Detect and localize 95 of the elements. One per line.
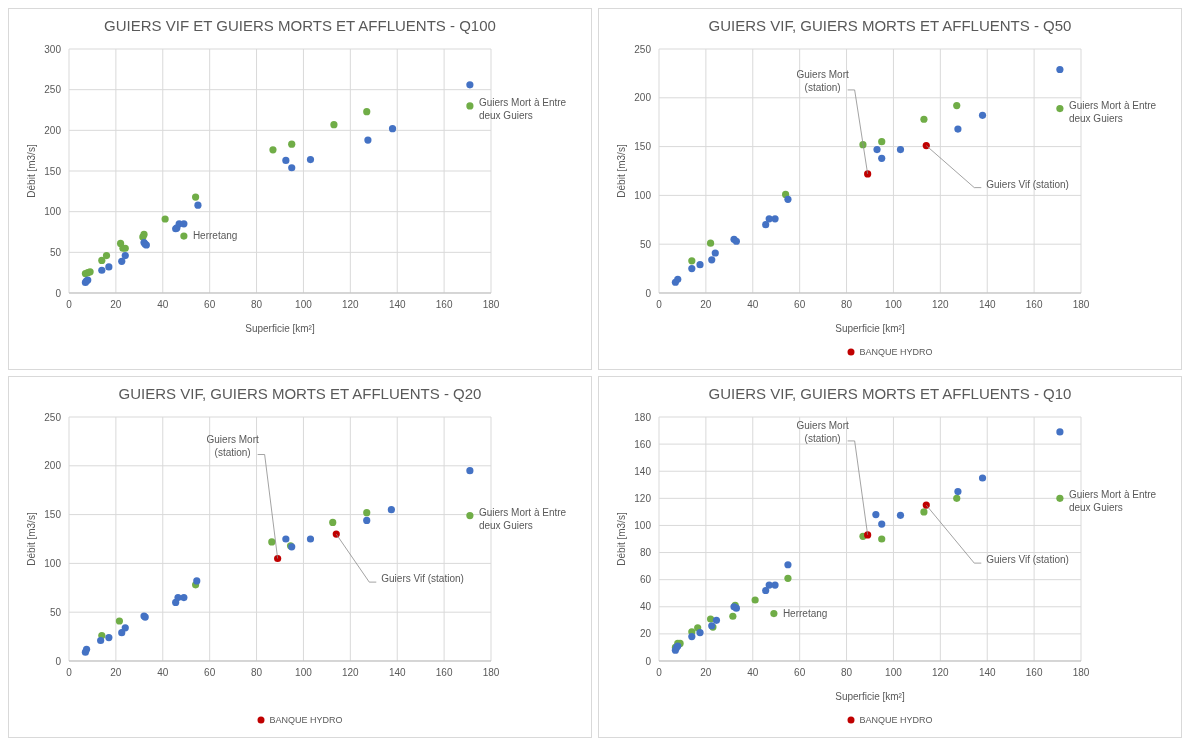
- y-tick-label: 0: [55, 287, 62, 299]
- x-tick-label: 140: [978, 299, 996, 311]
- x-tick-label: 100: [885, 299, 903, 311]
- x-tick-label: 0: [656, 299, 663, 311]
- x-tick-label: 120: [931, 299, 950, 311]
- y-tick-label: 100: [634, 519, 652, 531]
- chart-title: GUIERS VIF, GUIERS MORTS ET AFFLUENTS - Q20: [117, 385, 483, 404]
- y-tick-label: 140: [634, 465, 652, 477]
- annotation: Guiers Vif (station): [986, 178, 1069, 190]
- annotation: Guiers Mort à Entre deux Guiers: [478, 506, 567, 531]
- x-axis-title: Superficie [km²]: [835, 323, 905, 335]
- x-axis-title: Superficie [km²]: [835, 691, 905, 703]
- x-tick-label: 100: [295, 667, 313, 679]
- y-tick-label: 0: [645, 655, 652, 667]
- y-tick-label: 100: [44, 557, 62, 569]
- x-tick-label: 40: [747, 299, 759, 311]
- chart-title: GUIERS VIF, GUIERS MORTS ET AFFLUENTS - Q10: [707, 385, 1073, 404]
- y-tick-label: 50: [49, 606, 62, 618]
- x-tick-label: 60: [794, 299, 806, 311]
- x-tick-label: 0: [656, 667, 663, 679]
- x-tick-label: 120: [341, 667, 360, 679]
- y-tick-label: 250: [634, 43, 652, 55]
- y-tick-label: 160: [634, 438, 652, 450]
- annotation: Guiers Mort (station): [796, 68, 849, 93]
- y-tick-label: 100: [634, 189, 652, 201]
- y-tick-label: 0: [645, 287, 652, 299]
- annotation: Guiers Vif (station): [381, 573, 464, 585]
- annotation: Guiers Mort à Entre deux Guiers: [1068, 489, 1157, 514]
- legend-label: BANQUE HYDRO: [858, 715, 933, 725]
- y-tick-label: 200: [634, 92, 652, 104]
- x-tick-label: 40: [747, 667, 759, 679]
- x-tick-label: 60: [204, 667, 216, 679]
- annotation: Herretang: [192, 230, 238, 242]
- y-tick-label: 40: [639, 601, 652, 613]
- x-tick-label: 140: [388, 299, 406, 311]
- y-tick-label: 150: [634, 141, 652, 153]
- y-tick-label: 200: [44, 460, 62, 472]
- legend-label: BANQUE HYDRO: [858, 347, 933, 357]
- x-tick-label: 160: [1025, 667, 1043, 679]
- x-tick-label: 40: [157, 299, 169, 311]
- x-tick-label: 120: [341, 299, 360, 311]
- x-tick-label: 20: [110, 299, 122, 311]
- y-tick-label: 180: [634, 411, 652, 423]
- y-tick-label: 150: [44, 165, 62, 177]
- y-tick-label: 250: [44, 84, 62, 96]
- chart-title: GUIERS VIF, GUIERS MORTS ET AFFLUENTS - Q50: [707, 17, 1073, 36]
- x-tick-label: 160: [435, 667, 453, 679]
- y-tick-label: 100: [44, 206, 62, 218]
- x-tick-label: 100: [295, 299, 313, 311]
- y-axis-title: Débit [m3/s]: [25, 144, 37, 198]
- chart-title: GUIERS VIF ET GUIERS MORTS ET AFFLUENTS - Q100: [103, 17, 497, 36]
- y-tick-label: 80: [639, 547, 652, 559]
- annotation: Guiers Mort à Entre deux Guiers: [1068, 99, 1157, 124]
- x-tick-label: 20: [110, 667, 122, 679]
- x-tick-label: 180: [482, 299, 500, 311]
- y-axis-title: Débit [m3/s]: [615, 144, 627, 198]
- x-tick-label: 40: [157, 667, 169, 679]
- y-tick-label: 120: [634, 492, 652, 504]
- x-tick-label: 120: [931, 667, 950, 679]
- y-tick-label: 150: [44, 509, 62, 521]
- legend-label: BANQUE HYDRO: [268, 715, 343, 725]
- y-tick-label: 0: [55, 655, 62, 667]
- y-tick-label: 50: [49, 246, 62, 258]
- y-tick-label: 60: [639, 574, 652, 586]
- annotation: Guiers Mort à Entre deux Guiers: [478, 96, 567, 121]
- y-axis-title: Débit [m3/s]: [25, 512, 37, 566]
- x-tick-label: 0: [66, 667, 73, 679]
- x-tick-label: 20: [700, 667, 712, 679]
- annotation: Guiers Mort (station): [796, 419, 849, 444]
- y-axis-title: Débit [m3/s]: [615, 512, 627, 566]
- x-tick-label: 160: [435, 299, 453, 311]
- x-tick-label: 180: [1072, 299, 1090, 311]
- annotation: Guiers Vif (station): [986, 554, 1069, 566]
- x-tick-label: 180: [1072, 667, 1090, 679]
- annotation: Guiers Mort (station): [206, 433, 259, 458]
- x-tick-label: 80: [250, 667, 263, 679]
- x-tick-label: 80: [840, 299, 853, 311]
- y-tick-label: 300: [44, 43, 62, 55]
- x-tick-label: 20: [700, 299, 712, 311]
- x-tick-label: 140: [978, 667, 996, 679]
- x-tick-label: 140: [388, 667, 406, 679]
- x-tick-label: 0: [66, 299, 73, 311]
- x-tick-label: 180: [482, 667, 500, 679]
- annotation: Herretang: [782, 607, 828, 619]
- y-tick-label: 200: [44, 124, 62, 136]
- x-tick-label: 160: [1025, 299, 1043, 311]
- x-tick-label: 100: [885, 667, 903, 679]
- y-tick-label: 250: [44, 411, 62, 423]
- x-tick-label: 60: [794, 667, 806, 679]
- x-tick-label: 80: [250, 299, 263, 311]
- x-axis-title: Superficie [km²]: [245, 323, 315, 335]
- x-tick-label: 80: [840, 667, 853, 679]
- y-tick-label: 50: [639, 238, 652, 250]
- y-tick-label: 20: [639, 628, 652, 640]
- x-tick-label: 60: [204, 299, 216, 311]
